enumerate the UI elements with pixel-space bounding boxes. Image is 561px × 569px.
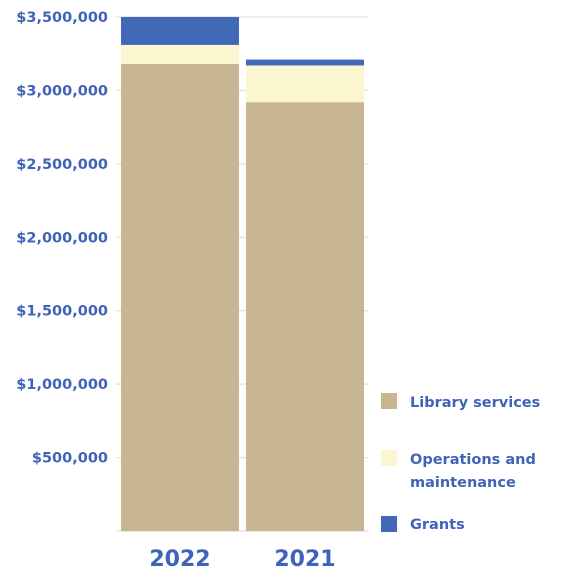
x-category-label: 2022 xyxy=(149,547,210,569)
bar-2022-operations-and-maintenance xyxy=(121,44,239,64)
legend-label: Operations and xyxy=(410,452,536,468)
legend-swatch xyxy=(381,450,397,466)
x-axis-categories: 2022 2021 xyxy=(149,547,335,569)
legend-swatch xyxy=(381,516,397,532)
legend: Library services Operations and maintenanc… xyxy=(381,393,540,533)
y-tick-label: $1,500,000 xyxy=(16,304,108,320)
y-tick-label: $2,000,000 xyxy=(16,230,108,246)
legend-label: maintenance xyxy=(410,475,516,491)
bar-2022-grants xyxy=(121,17,239,45)
y-tick-label: $3,000,000 xyxy=(16,83,108,99)
bar-2022-library-services xyxy=(121,63,239,531)
y-tick-label: $1,000,000 xyxy=(16,377,108,393)
bar-2021-library-services xyxy=(246,102,364,532)
bar-2021-grants xyxy=(246,59,364,66)
y-axis-ticks: $500,000 $1,000,000 $1,500,000 $2,000,000 $2… xyxy=(16,10,108,467)
bar-2021-operations-and-maintenance xyxy=(246,65,364,103)
legend-label: Grants xyxy=(410,517,465,533)
bars xyxy=(121,17,364,532)
y-tick-label: $2,500,000 xyxy=(16,157,108,173)
x-category-label: 2021 xyxy=(274,547,335,569)
legend-label: Library services xyxy=(410,395,540,411)
y-tick-label: $3,500,000 xyxy=(16,10,108,26)
legend-swatch xyxy=(381,393,397,409)
y-tick-label: $500,000 xyxy=(32,451,108,467)
